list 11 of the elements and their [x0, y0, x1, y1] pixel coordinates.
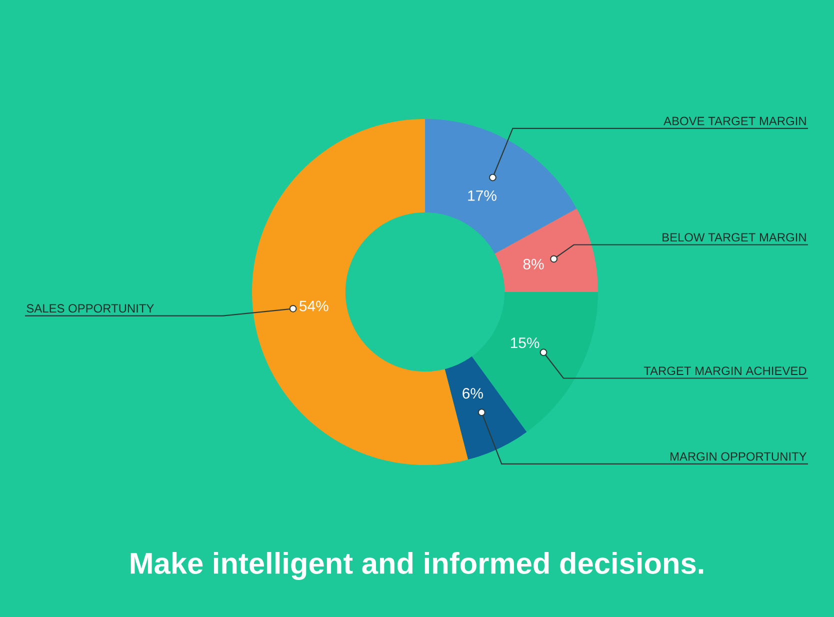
- text: Make intelligent and informed decisions.: [130, 552, 704, 580]
- slice-label: SALES OPPORTUNITY: [26, 304, 154, 313]
- data-label: 54%: [300, 300, 328, 312]
- slice-label: ABOVE TARGET MARGIN: [664, 116, 806, 126]
- slice-label: MARGIN OPPORTUNITY: [670, 452, 807, 461]
- data-label: 15%: [510, 338, 540, 348]
- data-label: 6%: [462, 388, 483, 399]
- slice-label: TARGET MARGIN ACHIEVED: [644, 366, 806, 376]
- data-label: 17%: [468, 190, 496, 201]
- slice-label: BELOW TARGET MARGIN: [662, 233, 806, 242]
- data-label: 8%: [523, 258, 544, 270]
